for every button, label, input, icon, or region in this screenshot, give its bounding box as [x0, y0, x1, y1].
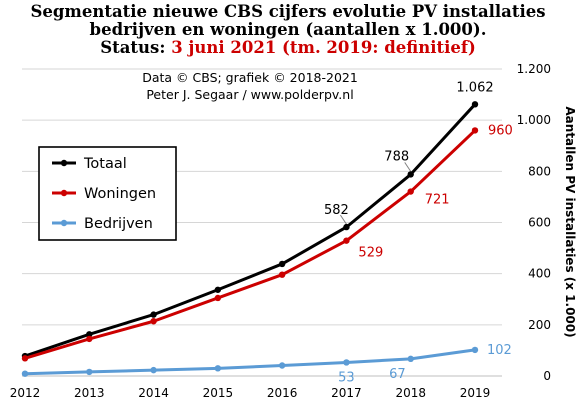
data-point	[343, 359, 350, 366]
data-point	[214, 286, 222, 293]
y-tick-label: 0	[543, 369, 551, 383]
data-point	[278, 362, 286, 369]
axes: 0 200 400 600 800 1.000 1.200 2012 2013 2014 2015 2…	[10, 62, 551, 400]
data-point	[150, 311, 157, 318]
data-point	[471, 101, 479, 108]
data-label: 53	[338, 370, 355, 385]
x-tick-label: 2015	[203, 386, 234, 400]
data-point	[86, 368, 93, 376]
y-tick-label: 600	[528, 216, 551, 230]
status-label: Status:	[100, 38, 165, 57]
chart-title-line-1: Segmentatie nieuwe CBS cijfers evolutie …	[30, 2, 545, 21]
x-tick-label: 2012	[10, 386, 41, 400]
legend-swatch-marker	[60, 219, 68, 227]
data-labels: 582 788 1.062 529 721 960 53 67 102	[324, 80, 513, 385]
series-line-bedrijven	[23, 348, 477, 376]
data-point	[214, 365, 222, 372]
series-line-woningen	[23, 128, 477, 360]
y-tick-label: 400	[528, 267, 551, 281]
data-point	[343, 237, 350, 244]
legend: Totaal Woningen Bedrijven	[38, 146, 177, 241]
data-point	[150, 366, 157, 374]
data-label: 529	[358, 246, 383, 261]
data-point	[86, 331, 93, 338]
data-point	[407, 355, 414, 363]
x-tick-label: 2019	[460, 386, 491, 400]
data-label: 67	[389, 367, 406, 382]
x-tick-label: 2017	[331, 386, 362, 400]
data-point	[471, 127, 479, 134]
label-leader-line	[340, 214, 347, 225]
series-line-totaal	[23, 102, 477, 358]
label-leader-line	[404, 162, 412, 172]
x-tick-label: 2014	[138, 386, 169, 400]
data-point	[343, 223, 350, 231]
y-tick-label: 200	[528, 318, 551, 332]
label-leaders	[340, 162, 412, 225]
x-tick-label: 2016	[267, 386, 298, 400]
data-label: 582	[324, 203, 349, 218]
data-point	[150, 318, 157, 325]
legend-label: Bedrijven	[84, 216, 153, 232]
legend-label: Totaal	[83, 156, 127, 172]
data-label: 1.062	[456, 80, 493, 95]
data-point	[214, 294, 222, 302]
data-point	[407, 188, 414, 195]
status-value: 3 juni 2021 (tm. 2019: definitief)	[171, 38, 476, 57]
data-label: 721	[425, 193, 450, 208]
data-point	[21, 355, 29, 362]
x-tick-label: 2018	[395, 386, 426, 400]
legend-label: Woningen	[84, 186, 156, 202]
series-lines	[21, 101, 479, 377]
data-label: 960	[488, 123, 513, 138]
data-point	[278, 260, 286, 268]
y-axis-label: Aantallen PV installaties (x 1.000)	[563, 106, 577, 337]
y-tick-label: 1.000	[517, 113, 551, 127]
data-point	[21, 370, 29, 377]
data-label: 102	[487, 343, 512, 358]
legend-swatch-marker	[60, 159, 68, 167]
chart-status: Status: 3 juni 2021 (tm. 2019: definitie…	[100, 38, 476, 57]
data-point	[471, 346, 479, 354]
data-point	[86, 335, 93, 343]
legend-swatch-marker	[60, 189, 68, 197]
y-tick-label: 1.200	[517, 62, 551, 76]
data-point	[278, 271, 286, 278]
x-tick-label: 2013	[74, 386, 105, 400]
credit-line-2: Peter J. Segaar / www.polderpv.nl	[146, 87, 353, 102]
credit-line-1: Data © CBS; grafiek © 2018-2021	[142, 70, 358, 85]
data-point	[407, 171, 414, 178]
chart-title-line-2: bedrijven en woningen (aantallen x 1.000…	[90, 20, 487, 39]
y-tick-label: 800	[528, 164, 551, 178]
data-label: 788	[384, 149, 409, 164]
